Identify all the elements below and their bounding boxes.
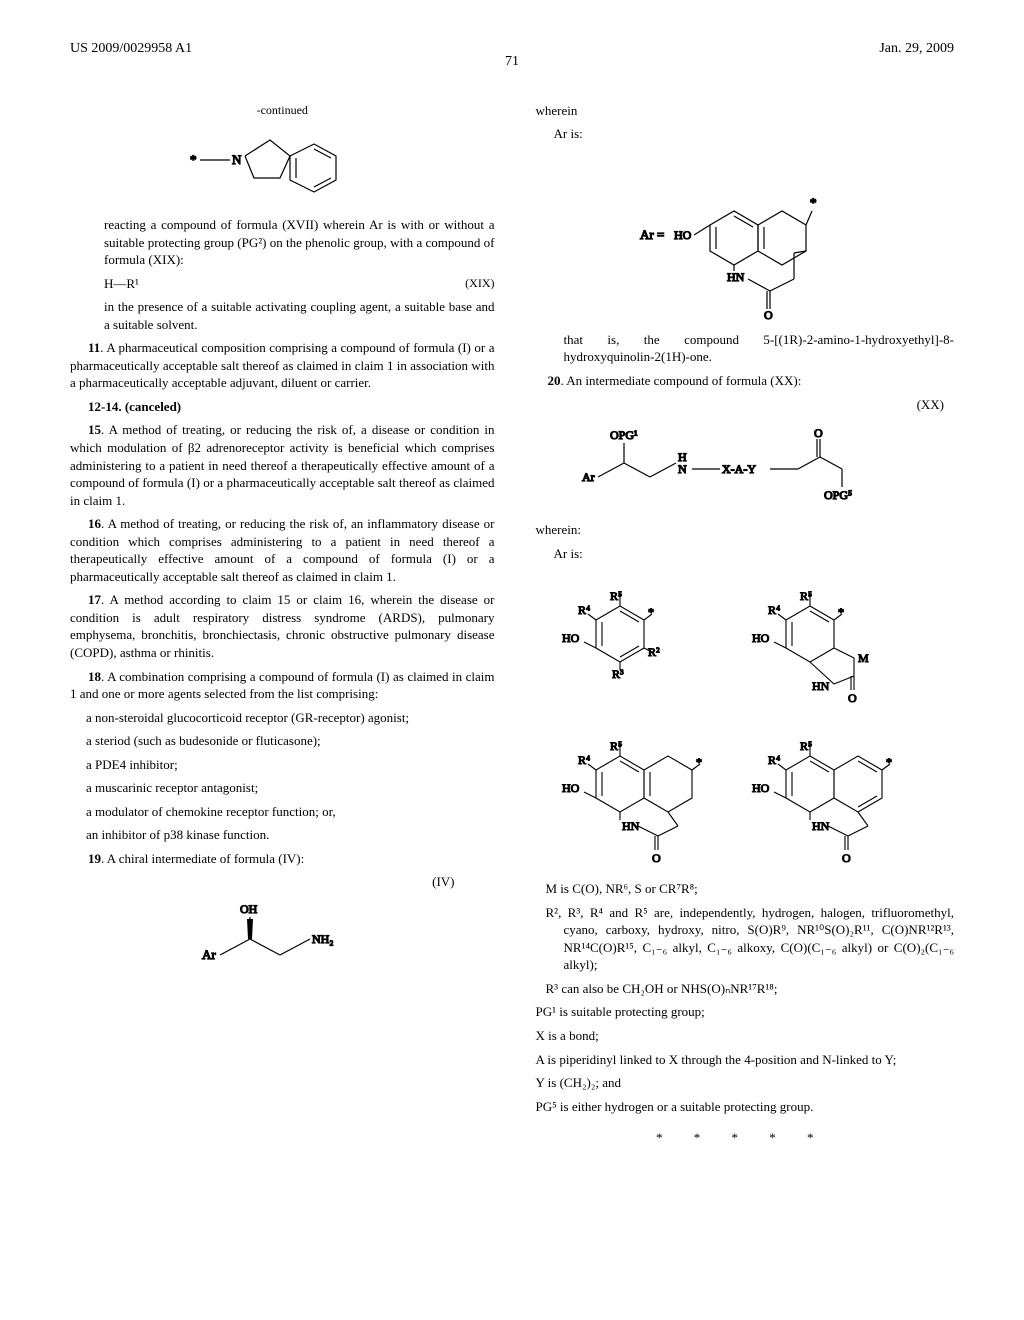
svg-text:HO: HO [752,781,770,795]
svg-text:X-A-Y: X-A-Y [722,462,756,476]
r3-line: R³ can also be CH₂OH or NHS(O)ₙNR¹⁷R¹⁸; [530,980,955,998]
ar-is: Ar is: [530,125,955,143]
formula-xix-text: H—R¹ [104,276,139,291]
wherein2: wherein: [530,521,955,539]
ar-is2: Ar is: [530,545,955,563]
patent-number: US 2009/0029958 A1 [70,40,192,59]
ar-structures-grid: HO R⁵ R⁴ * R² R³ [530,570,955,870]
svg-text:O: O [764,308,773,321]
r2345-line: R², R³, R⁴ and R⁵ are, independently, hy… [530,904,955,974]
svg-text:HN: HN [812,819,830,833]
formula-xix-line: (XIX) H—R¹ [70,275,495,293]
claim18-item-2: a PDE4 inhibitor; [70,756,495,774]
svg-text:HN: HN [727,270,745,284]
claim-11: 11. A pharmaceutical composition compris… [70,339,495,392]
claim-19: 19. A chiral intermediate of formula (IV… [70,850,495,868]
svg-text:HO: HO [674,228,692,242]
claim-15: 15. A method of treating, or reducing th… [70,421,495,509]
left-column: -continued * N [70,102,495,1147]
svg-text:R²: R² [648,645,660,659]
svg-text:R³: R³ [612,667,624,681]
claim18-item-3: a muscarinic receptor antagonist; [70,779,495,797]
claim18-item-0: a non-steroidal glucocorticoid receptor … [70,709,495,727]
x-line: X is a bond; [530,1027,955,1045]
svg-text:O: O [842,851,851,865]
svg-text:Ar =: Ar = [640,227,664,242]
svg-text:HN: HN [622,819,640,833]
svg-text:OPG⁵: OPG⁵ [824,488,852,502]
ar-structure-top: Ar = HO * HN [530,151,955,321]
pg5-line: PG⁵ is either hydrogen or a suitable pro… [530,1098,955,1116]
svg-text:HO: HO [562,631,580,645]
formula-xx-label: (XX) [530,396,955,414]
page-number: 71 [70,53,954,72]
that-is: that is, the compound 5-[(1R)-2-amino-1-… [530,331,955,366]
svg-text:O: O [652,851,661,865]
claim-17: 17. A method according to claim 15 or cl… [70,591,495,661]
m-line: M is C(O), NR⁶, S or CR⁷R⁸; [530,880,955,898]
svg-text:*: * [810,195,817,210]
svg-text:N: N [678,462,687,476]
svg-text:HO: HO [752,631,770,645]
wherein: wherein [530,102,955,120]
para-reacting: reacting a compound of formula (XVII) wh… [70,216,495,269]
continued-label: -continued [70,102,495,118]
svg-text:O: O [814,426,823,440]
claim18-item-1: a steriod (such as budesonide or flutica… [70,732,495,750]
claim18-item-5: an inhibitor of p38 kinase function. [70,826,495,844]
y-line: Y is (CH₂)₂; and [530,1074,955,1092]
svg-text:OPG¹: OPG¹ [610,428,638,442]
svg-text:*: * [190,152,197,167]
svg-text:Ar: Ar [202,947,216,962]
svg-text:M: M [858,651,869,665]
claim18-item-4: a modulator of chemokine receptor functi… [70,803,495,821]
indoline-structure: * N [70,126,495,206]
svg-text:NH₂: NH₂ [312,932,334,946]
end-stars: * * * * * [530,1129,955,1147]
formula-xx-structure: Ar OPG¹ H N X-A-Y O [530,421,955,511]
claim-12-14: 12-14. (canceled) [70,398,495,416]
pg1-line: PG¹ is suitable protecting group; [530,1003,955,1021]
claim-18: 18. A combination comprising a compound … [70,668,495,703]
formula-iv-label: (IV) [70,873,495,891]
a-line: A is piperidinyl linked to X through the… [530,1051,955,1069]
claim-16: 16. A method of treating, or reducing th… [70,515,495,585]
svg-text:O: O [848,691,857,705]
svg-text:Ar: Ar [582,470,595,484]
svg-text:N: N [232,152,242,167]
date: Jan. 29, 2009 [879,40,954,59]
svg-text:OH: OH [240,902,258,916]
right-column: wherein Ar is: Ar = HO * [530,102,955,1147]
svg-text:HN: HN [812,679,830,693]
formula-iv-structure: Ar OH NH₂ [70,899,495,989]
claim-20: 20. An intermediate compound of formula … [530,372,955,390]
formula-xix-label: (XIX) [465,275,494,291]
svg-text:HO: HO [562,781,580,795]
para-presence: in the presence of a suitable activating… [70,298,495,333]
